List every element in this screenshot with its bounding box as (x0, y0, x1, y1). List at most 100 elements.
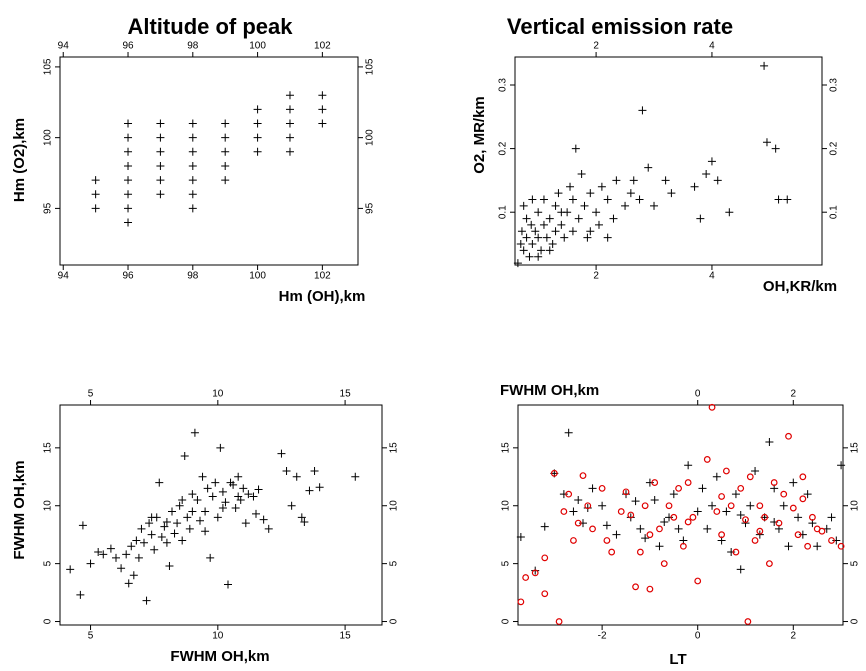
point (531, 569, 539, 577)
point (626, 189, 635, 198)
point (188, 190, 197, 199)
point (522, 233, 531, 242)
point (516, 240, 525, 249)
point (106, 544, 115, 553)
y-tick-label: 10 (389, 500, 400, 512)
y-tick-label: 0 (501, 618, 512, 624)
point (560, 233, 569, 242)
point (525, 252, 534, 261)
point (583, 233, 592, 242)
point (156, 119, 165, 128)
point (718, 493, 726, 500)
point (188, 133, 197, 142)
point (129, 571, 138, 580)
point (157, 533, 166, 541)
point (641, 502, 649, 510)
point (794, 531, 802, 539)
point (285, 119, 294, 128)
x-tick-label: 15 (340, 389, 352, 400)
x-tick-label: 10 (212, 631, 224, 642)
y-tick-label: 0.2 (829, 141, 840, 155)
point (252, 509, 260, 518)
point (799, 495, 807, 503)
point (650, 201, 659, 210)
point (650, 495, 659, 504)
point (669, 490, 678, 499)
x-tick-label: 2 (791, 389, 797, 400)
point (566, 182, 575, 191)
x-axis-label: Hm (OH),km (279, 288, 366, 305)
point (218, 487, 227, 496)
point (112, 553, 120, 562)
point (742, 516, 749, 524)
x-tick-label: 5 (88, 389, 94, 400)
y-tick-label: 10 (501, 500, 512, 512)
point (351, 472, 360, 481)
point (803, 490, 812, 499)
point (551, 227, 560, 236)
point (550, 469, 558, 477)
point (185, 524, 194, 533)
point (725, 208, 734, 217)
point (756, 527, 764, 535)
point (667, 189, 676, 198)
point (712, 472, 721, 481)
point (722, 507, 731, 516)
point (603, 195, 612, 204)
point (828, 537, 835, 544)
point (603, 233, 612, 242)
point (774, 195, 783, 204)
y-axis-label: O2, MR/km (471, 96, 488, 174)
point (555, 618, 563, 625)
y-axis-label: Hm (O2),km (11, 118, 28, 202)
point (117, 564, 126, 573)
point (188, 176, 197, 185)
point (297, 513, 306, 522)
point (66, 565, 75, 574)
x-tick-label: 94 (58, 41, 70, 52)
point (528, 195, 537, 204)
y-tick-label: 0 (389, 618, 400, 624)
point (156, 161, 165, 170)
point (755, 530, 764, 539)
x-tick-label: 98 (187, 41, 199, 52)
point (173, 519, 182, 528)
point (221, 161, 230, 170)
point (731, 490, 740, 499)
point (218, 504, 227, 513)
point (698, 484, 707, 493)
point (557, 208, 566, 217)
point (224, 580, 232, 589)
y-axis-label: FWHM OH,km (11, 460, 28, 559)
point (259, 515, 268, 524)
point (775, 519, 783, 527)
point (122, 550, 131, 559)
point (196, 516, 204, 525)
point (234, 492, 243, 501)
point (519, 201, 528, 210)
y-tick-label: 105 (43, 58, 54, 75)
plot-frame (517, 404, 844, 626)
point (516, 533, 525, 541)
point (660, 560, 668, 568)
point (569, 507, 578, 516)
point (531, 227, 540, 236)
point (188, 204, 197, 213)
x-tick-label: 94 (58, 271, 70, 282)
point (660, 517, 669, 526)
y-tick-label: 5 (43, 560, 54, 566)
y-tick-label: 15 (850, 442, 861, 454)
point (221, 119, 230, 128)
chart-title: Vertical emission rate (507, 14, 733, 39)
x-tick-label: 10 (212, 389, 224, 400)
point (651, 479, 659, 486)
point (592, 208, 601, 217)
y-tick-label: 0.1 (498, 205, 509, 219)
point (684, 461, 693, 470)
point (684, 518, 692, 526)
point (574, 214, 583, 223)
y-tick-label: 0.2 (498, 141, 509, 155)
point (253, 147, 262, 156)
y-axis-label: FWHM OH,km (500, 382, 599, 399)
point (694, 577, 702, 585)
